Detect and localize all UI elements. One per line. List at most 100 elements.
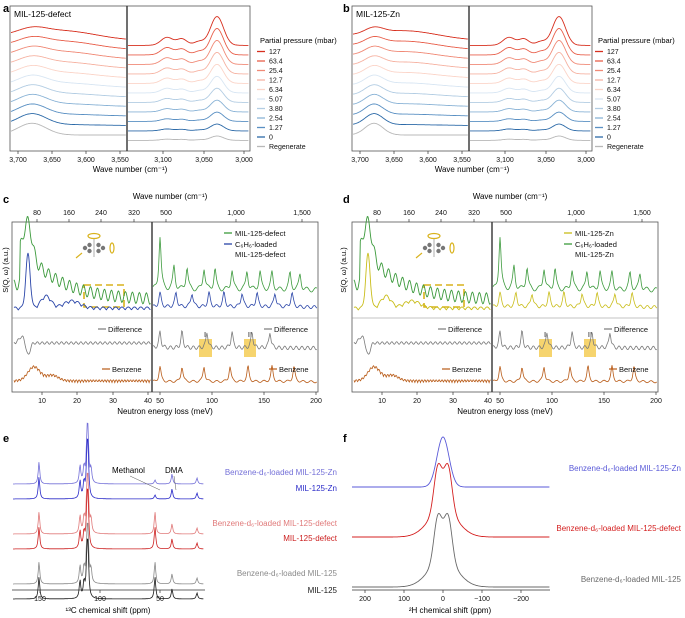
legend-entry: Regenerate	[269, 144, 306, 151]
nmr13c-trace	[13, 522, 204, 585]
atom	[96, 248, 101, 254]
ins-top-tick-label: 160	[63, 210, 75, 217]
ins-top-tick-label: 1,000	[567, 210, 585, 217]
rotation-arrow-icon	[87, 232, 101, 240]
ir-a-right-trace	[128, 87, 249, 103]
panel-a-legend: 127 63.4 25.4 12.7 6.34 5.07 3.80 2.54 1.27 0 Rege…	[257, 49, 306, 151]
ins-top-tick-label: 1,500	[293, 210, 311, 217]
ir-b-left-trace	[352, 84, 468, 98]
legend-entry: 6.34	[607, 87, 621, 94]
legend-entry: 127	[607, 49, 619, 56]
ir-tick-label: 3,100	[154, 157, 172, 164]
legend-entry: 127	[269, 49, 281, 56]
nmr13c-tick-label: 100	[94, 596, 106, 603]
ir-b-right-trace	[470, 87, 591, 103]
ir-b-right-trace	[470, 16, 591, 46]
ir-tick-label: 3,700	[351, 157, 369, 164]
ir-a-right-trace	[128, 135, 249, 141]
benzene-left-trace	[353, 365, 491, 384]
panel-d-xlabel: Neutron energy loss (meV)	[457, 407, 553, 416]
nmr13c-trace	[13, 422, 204, 485]
panel-b-ticks: 3,700 3,650 3,600 3,550 3,100 3,050 3,000	[351, 151, 595, 164]
nmr2h-tick-label: 200	[359, 596, 371, 603]
panel-d-top-axis-label: Wave number (cm⁻¹)	[473, 192, 548, 201]
methanol-label: Methanol	[112, 466, 145, 475]
panel-c-frame	[11, 221, 319, 393]
benzene-label: Benzene	[279, 365, 309, 374]
nmr13c-sample-label: Benzene-d₆-loaded MIL-125-Zn	[225, 468, 337, 477]
legend-entry: 5.07	[607, 97, 621, 104]
benzene-label: Benzene	[619, 365, 649, 374]
panel-a-letter: a	[3, 3, 10, 15]
ins-base-right-trace	[492, 290, 658, 310]
ins-top-tick-label: 1,000	[227, 210, 245, 217]
difference-left-trace	[13, 335, 151, 355]
panel-f-labels: Benzene-d₆-loaded MIL-125-Zn Benzene-d₆-l…	[556, 464, 681, 584]
rotation-arrow-icon	[449, 242, 455, 254]
legend-entry: 1.27	[269, 125, 283, 132]
panel-a: a MIL-125-defect 3,700 3,650 3,600 3,550 3,1…	[3, 3, 337, 174]
panel-c-ylabel: S(Q, ω) (a.u.)	[1, 247, 10, 293]
ins-top-tick-label: 80	[33, 210, 41, 217]
legend-entry: Regenerate	[607, 144, 644, 151]
panel-e-labels: Benzene-d₆-loaded MIL-125-Zn MIL-125-Zn Be…	[212, 468, 337, 595]
panel-a-xlabel: Wave number (cm⁻¹)	[93, 165, 168, 174]
nmr2h-trace	[352, 462, 550, 538]
ir-b-left-trace	[352, 113, 468, 126]
atom	[87, 242, 92, 248]
nmr2h-tick-label: 0	[441, 596, 445, 603]
nmr13c-sample-label: Benzene-d₆-loaded MIL-125	[237, 569, 338, 578]
ir-a-left-trace	[10, 45, 126, 59]
nmr13c-tick-label: 50	[156, 596, 164, 603]
nmr13c-trace	[13, 538, 204, 600]
dma-label: DMA	[165, 466, 183, 475]
panel-e-ticks: 150 100 50	[34, 590, 164, 603]
ir-b-right-trace	[470, 111, 591, 122]
ins-bottom-tick-label: 100	[546, 398, 558, 405]
difference-label: Difference	[274, 325, 308, 334]
difference-label: Difference	[108, 325, 142, 334]
ir-a-left-trace	[10, 113, 126, 126]
nmr2h-sample-label: Benzene-d₆-loaded MIL-125-defect	[556, 524, 681, 533]
ir-b-left-trace	[352, 36, 468, 50]
ir-b-left-trace	[352, 64, 468, 78]
ir-tick-label: 3,050	[537, 157, 555, 164]
nmr13c-trace	[13, 472, 204, 535]
mark-I: I	[544, 330, 546, 339]
ir-tick-label: 3,600	[77, 157, 95, 164]
ir-a-left-trace	[10, 26, 126, 40]
difference-left-trace	[353, 335, 491, 355]
ins-loaded-right-trace	[152, 237, 318, 293]
panel-d-ylabel: S(Q, ω) (a.u.)	[339, 247, 348, 293]
nmr2h-tick-label: −200	[513, 596, 529, 603]
methanol-pointer	[129, 475, 161, 491]
atom	[96, 242, 101, 248]
ins-base-left-trace	[13, 252, 151, 311]
ins-bottom-tick-label: 50	[156, 398, 164, 405]
atom	[427, 242, 432, 248]
ir-b-left-trace	[352, 45, 468, 59]
ir-a-right-trace	[128, 40, 249, 65]
legend-entry: 63.4	[607, 59, 621, 66]
nmr13c-tick-label: 150	[34, 596, 46, 603]
ir-tick-label: 3,000	[577, 157, 595, 164]
nmr2h-tick-label: −100	[474, 596, 490, 603]
ins-loaded-right-trace	[492, 237, 658, 293]
ir-a-right-trace	[128, 63, 249, 84]
benzene-left-trace	[13, 365, 151, 384]
panel-c-spectra: 80 160 240 320 500 1,000 1,500 10 20 30 40 50 100 150…	[13, 210, 322, 405]
ir-a-left-trace	[10, 93, 126, 107]
ins-legend-loaded-2: MIL-125-defect	[235, 250, 286, 259]
benzene-label: Benzene	[112, 365, 142, 374]
panel-b-xlabel: Wave number (cm⁻¹)	[435, 165, 510, 174]
ir-a-left-trace	[10, 84, 126, 98]
ins-bottom-tick-label: 40	[144, 398, 152, 405]
legend-entry: 12.7	[269, 78, 283, 85]
legend-entry: 6.34	[269, 87, 283, 94]
ir-tick-label: 3,650	[385, 157, 403, 164]
panel-e-letter: e	[3, 433, 9, 445]
ir-a-right-trace	[128, 75, 249, 94]
benzene-right-trace	[492, 365, 658, 384]
ir-a-right-trace	[128, 28, 249, 56]
